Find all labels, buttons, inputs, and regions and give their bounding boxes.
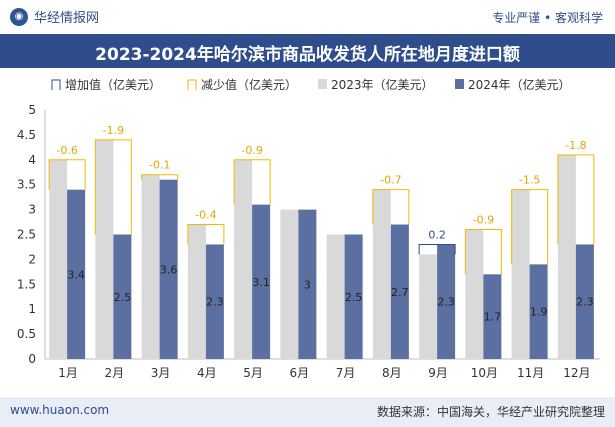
bar-2024 <box>575 244 594 359</box>
y-tick-label: 5 <box>28 103 36 117</box>
top-bar: ◉ 华经情报网 专业严谨 • 客观科学 <box>0 0 615 34</box>
footer-bar <box>0 397 615 427</box>
bar-2023 <box>465 229 484 359</box>
chart-title: 2023-2024年哈尔滨市商品收发货人所在地月度进口额 <box>95 45 520 65</box>
bar-value-label: 1.9 <box>530 306 548 319</box>
logo-icon: ◉ <box>10 7 28 26</box>
x-tick-label: 9月 <box>428 366 448 380</box>
x-tick-label: 5月 <box>243 366 263 380</box>
y-tick-label: 2.5 <box>17 228 36 242</box>
bar-value-label: 2.3 <box>437 296 455 309</box>
bar-value-label: 3.6 <box>160 263 178 276</box>
bar-2023 <box>419 254 438 359</box>
x-tick-label: 2月 <box>105 366 125 380</box>
bar-value-label: 2.7 <box>391 286 409 299</box>
bar-2024 <box>483 274 502 359</box>
legend-marker <box>318 79 327 89</box>
change-label: -1.8 <box>565 139 586 152</box>
x-tick-label: 6月 <box>290 366 310 380</box>
legend-label: 2024年（亿美元） <box>468 77 571 92</box>
x-tick-label: 4月 <box>197 366 217 380</box>
change-label: -0.1 <box>149 159 170 172</box>
bar-2023 <box>95 139 114 359</box>
x-tick-label: 1月 <box>58 366 78 380</box>
x-tick-label: 7月 <box>336 366 356 380</box>
change-label: -0.6 <box>56 144 77 157</box>
bar-2024 <box>298 209 317 359</box>
y-tick-label: 1.5 <box>17 277 36 291</box>
x-tick-label: 3月 <box>151 366 171 380</box>
y-tick-label: 0.5 <box>17 327 36 341</box>
legend-marker <box>51 79 61 90</box>
bar-value-label: 3.4 <box>67 268 85 281</box>
bar-2024 <box>390 224 409 359</box>
bar-2023 <box>557 154 576 359</box>
bar-2023 <box>234 159 253 359</box>
change-label: -1.9 <box>103 124 124 137</box>
change-bracket <box>187 224 225 245</box>
change-label: 0.2 <box>428 228 446 241</box>
y-tick-label: 3.5 <box>17 178 36 192</box>
y-tick-label: 1 <box>28 302 36 316</box>
legend-label: 增加值（亿美元） <box>65 77 161 92</box>
change-bracket <box>372 189 410 225</box>
title-bar <box>0 34 615 68</box>
y-tick-label: 4.5 <box>17 128 36 142</box>
x-tick-label: 10月 <box>471 366 498 380</box>
change-bracket <box>233 159 271 205</box>
y-tick-label: 4 <box>28 153 36 167</box>
bar-value-label: 3.1 <box>252 276 270 289</box>
change-label: -0.9 <box>473 214 494 227</box>
change-bracket <box>511 189 549 265</box>
x-tick-label: 8月 <box>382 366 402 380</box>
change-label: -1.5 <box>519 174 540 187</box>
change-label: -0.9 <box>241 144 262 157</box>
y-tick-label: 2 <box>28 252 36 266</box>
bar-2023 <box>372 189 391 359</box>
bar-2024 <box>252 204 271 359</box>
bar-2024 <box>437 244 456 359</box>
bar-2024 <box>113 234 132 359</box>
bar-2023 <box>187 224 206 359</box>
bar-2024 <box>159 179 178 359</box>
legend-label: 减少值（亿美元） <box>201 77 297 92</box>
logo-text: 华经情报网 <box>34 11 100 26</box>
bar-2023 <box>280 209 299 359</box>
bar-2023 <box>326 234 345 359</box>
bar-2024 <box>529 264 548 359</box>
x-tick-label: 11月 <box>517 366 544 380</box>
bar-value-label: 2.5 <box>345 291 363 304</box>
bar-value-label: 1.7 <box>484 311 502 324</box>
chart: 增加值（亿美元） 减少值（亿美元） 2023年（亿美元） 2024年（亿美元） 0 0.5… <box>17 77 600 380</box>
change-bracket <box>557 154 595 245</box>
change-label: -0.4 <box>195 209 216 222</box>
bar-2023 <box>511 189 530 359</box>
bar-2024 <box>67 189 86 359</box>
change-bracket <box>94 139 132 235</box>
bar-value-label: 2.3 <box>206 296 224 309</box>
bar-value-label: 2.5 <box>114 291 132 304</box>
change-label: -0.7 <box>380 174 401 187</box>
x-tick-label: 12月 <box>563 366 590 380</box>
legend-label: 2023年（亿美元） <box>331 77 434 92</box>
bar-2024 <box>344 234 363 359</box>
y-tick-label: 3 <box>28 203 36 217</box>
logo: ◉ 华经情报网 <box>10 7 99 26</box>
legend-marker <box>187 79 197 90</box>
change-bracket <box>48 159 86 190</box>
website-url: www.huaon.com <box>10 403 110 417</box>
legend-marker <box>455 79 464 89</box>
bar-2023 <box>141 174 160 359</box>
change-bracket <box>418 243 456 255</box>
bar-value-label: 3 <box>304 278 311 291</box>
tagline: 专业严谨 • 客观科学 <box>492 11 603 25</box>
data-source: 数据来源：中国海关，华经产业研究院整理 <box>376 405 605 419</box>
y-tick-label: 0 <box>28 352 36 366</box>
bar-2024 <box>205 244 224 359</box>
bar-2023 <box>49 159 68 359</box>
change-bracket <box>464 229 502 275</box>
change-bracket <box>141 174 179 180</box>
bar-value-label: 2.3 <box>576 296 594 309</box>
